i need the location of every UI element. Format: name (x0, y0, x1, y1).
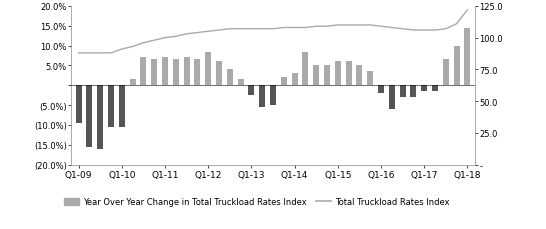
Bar (86, 86, 92, 147)
Bar (389, 86, 395, 109)
Bar (151, 60, 157, 86)
Bar (378, 86, 384, 94)
Legend: Year Over Year Change in Total Truckload Rates Index, Total Truckload Rates Inde: Year Over Year Change in Total Truckload… (64, 197, 449, 206)
Bar (205, 52, 211, 86)
Bar (346, 62, 352, 86)
Bar (432, 86, 438, 92)
Bar (335, 62, 341, 86)
Bar (357, 66, 363, 86)
Bar (129, 80, 135, 86)
Bar (454, 46, 460, 86)
Bar (227, 70, 233, 86)
Bar (270, 86, 276, 106)
Bar (216, 62, 222, 86)
Bar (411, 86, 417, 98)
Bar (173, 60, 179, 86)
Bar (465, 29, 471, 86)
Bar (313, 66, 319, 86)
Bar (238, 80, 244, 86)
Bar (162, 58, 168, 86)
Bar (75, 86, 81, 123)
Bar (367, 72, 373, 86)
Bar (259, 86, 265, 108)
Bar (400, 86, 406, 98)
Bar (97, 86, 103, 149)
Bar (248, 86, 254, 96)
Bar (183, 58, 189, 86)
Bar (292, 74, 298, 86)
Bar (324, 66, 330, 86)
Bar (194, 60, 200, 86)
Bar (119, 86, 124, 127)
Bar (302, 52, 308, 86)
Bar (443, 60, 449, 86)
Bar (281, 78, 287, 86)
Bar (108, 86, 114, 127)
Bar (422, 86, 427, 92)
Bar (140, 58, 146, 86)
